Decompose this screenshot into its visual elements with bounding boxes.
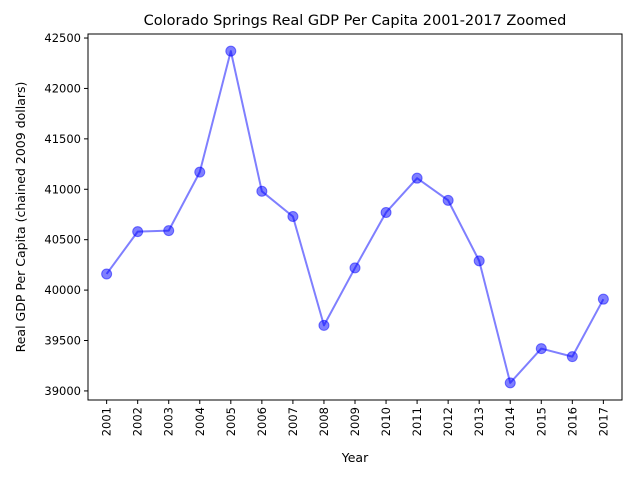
x-tick-label: 2002 — [131, 407, 145, 436]
data-point — [132, 226, 144, 238]
y-tick-label: 40000 — [44, 283, 81, 297]
y-axis-label: Real GDP Per Capita (chained 2009 dollar… — [13, 82, 28, 353]
x-tick-label: 2005 — [224, 407, 238, 436]
y-tick-label: 39000 — [44, 384, 81, 398]
data-point — [380, 206, 392, 218]
series-line — [105, 50, 605, 384]
chart-title: Colorado Springs Real GDP Per Capita 200… — [144, 13, 567, 29]
y-tick-label: 42500 — [44, 31, 81, 45]
x-axis-label: Year — [341, 450, 369, 465]
x-tick-label: 2013 — [472, 407, 486, 436]
y-tick-label: 39500 — [44, 334, 81, 348]
y-tick-label: 42000 — [44, 81, 81, 95]
data-point — [442, 194, 454, 206]
data-point — [163, 225, 175, 237]
data-point — [349, 262, 361, 274]
data-series — [101, 45, 609, 389]
x-axis: 2001 2002 2003 2004 2005 2006 2007 2008 2009 2010… — [100, 400, 610, 436]
x-tick-label: 2014 — [503, 407, 517, 436]
data-point — [566, 351, 578, 363]
data-point — [225, 45, 237, 57]
data-point — [473, 255, 485, 267]
data-point — [194, 166, 206, 178]
y-axis: 39000 39500 40000 40500 41000 41500 42000 42500 — [44, 31, 88, 398]
x-tick-label: 2004 — [193, 407, 207, 436]
x-tick-label: 2001 — [100, 407, 114, 436]
x-tick-label: 2012 — [441, 407, 455, 436]
x-tick-label: 2009 — [348, 407, 362, 436]
data-point — [411, 172, 423, 184]
data-point — [504, 377, 516, 389]
x-tick-label: 2006 — [255, 407, 269, 436]
y-tick-label: 41500 — [44, 132, 81, 146]
x-tick-label: 2008 — [317, 407, 331, 436]
data-point — [287, 210, 299, 222]
y-tick-label: 41000 — [44, 182, 81, 196]
data-point — [101, 268, 113, 280]
data-point — [597, 293, 609, 305]
x-tick-label: 2017 — [596, 407, 610, 436]
data-point — [318, 319, 330, 331]
x-tick-label: 2011 — [410, 407, 424, 436]
data-point — [256, 185, 268, 197]
x-tick-label: 2007 — [286, 407, 300, 436]
y-tick-label: 40500 — [44, 233, 81, 247]
data-point — [535, 343, 547, 355]
x-tick-label: 2015 — [534, 407, 548, 436]
x-tick-label: 2016 — [565, 407, 579, 436]
x-tick-label: 2003 — [162, 407, 176, 436]
x-tick-label: 2010 — [379, 407, 393, 436]
